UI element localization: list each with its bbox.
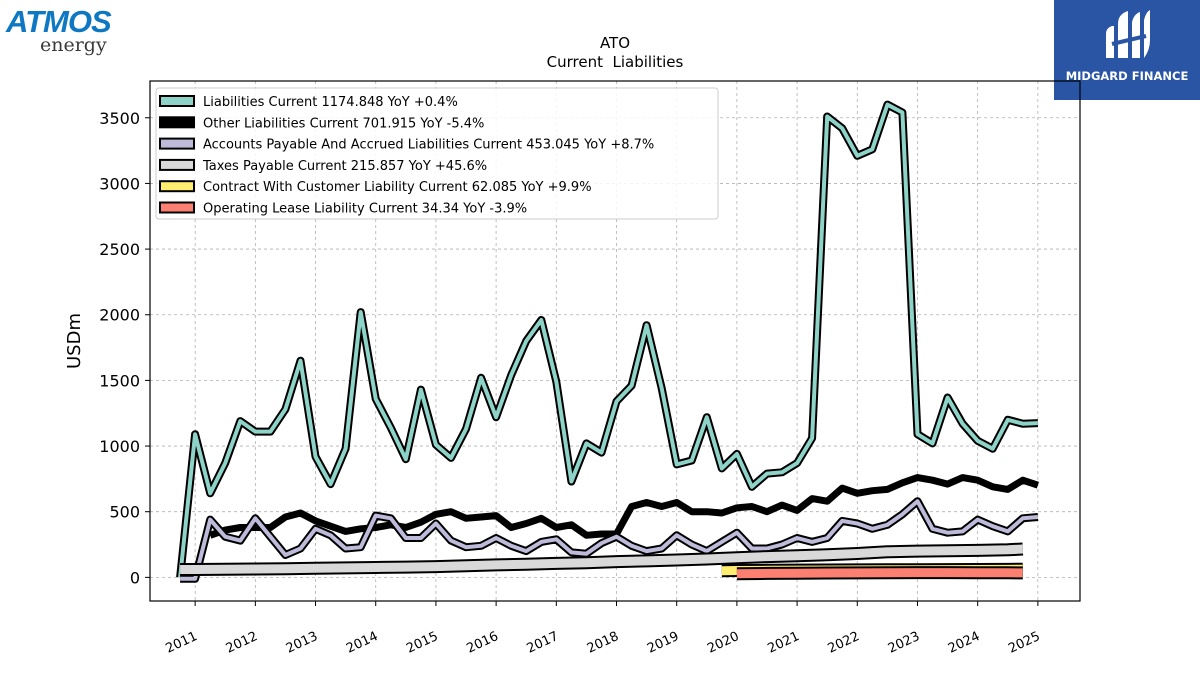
legend-entry: Contract With Customer Liability Current…: [159, 180, 592, 195]
series-line-path: [736, 568, 1023, 579]
y-tick-label: 1000: [99, 437, 140, 456]
legend-swatch: [159, 95, 195, 107]
series-line-outline: [180, 497, 1039, 583]
x-tick-label: 2019: [645, 629, 681, 657]
x-tick-label: 2020: [705, 629, 741, 657]
chart-title: ATO: [600, 34, 630, 52]
series-line: [180, 497, 1039, 583]
y-tick-label: 2000: [99, 306, 140, 325]
y-tick-label: 500: [109, 503, 140, 522]
legend-swatch: [159, 137, 195, 150]
series-line-path: [209, 474, 1040, 539]
legend-entry: Accounts Payable And Accrued Liabilities…: [159, 137, 654, 153]
y-tick-label: 1500: [99, 371, 140, 390]
x-tick-label: 2024: [946, 629, 982, 657]
midgard-finance-logo: MIDGARD FINANCE: [1054, 0, 1200, 100]
legend-swatch: [159, 158, 195, 171]
x-tick-label: 2014: [344, 629, 380, 657]
series-line-outline: [721, 562, 1023, 578]
logo-midgard-text: MIDGARD FINANCE: [1065, 69, 1189, 83]
legend-label: Liabilities Current 1174.848 YoY +0.4%: [203, 95, 458, 110]
grid: [150, 81, 1080, 601]
series-line-path: [721, 564, 1023, 576]
x-axis: 2011 2012 2013 2014 2015 2016 2017 2018 2019 2020…: [164, 601, 1043, 657]
legend-box: [155, 87, 719, 220]
y-tick-label: 0: [130, 568, 140, 587]
atmos-energy-logo: ATMOS energy: [6, 4, 130, 60]
x-tick-label: 2013: [284, 629, 320, 657]
x-tick-label: 2017: [525, 629, 561, 657]
series-lines: [176, 100, 1040, 583]
x-tick-label: 2015: [404, 629, 440, 657]
legend-swatch: [159, 201, 195, 214]
legend-entry: Other Liabilities Current 701.915 YoY -5…: [159, 116, 484, 131]
series-line: [180, 542, 1024, 576]
y-axis: 0 500 1000 1500 2000 2500 3000 3500: [99, 109, 150, 587]
legend-label: Contract With Customer Liability Current…: [203, 180, 592, 195]
legend-label: Other Liabilities Current 701.915 YoY -5…: [203, 116, 484, 131]
midgard-emblem-icon: [1106, 10, 1150, 58]
y-tick-label: 3500: [99, 109, 140, 128]
legend-entry: Liabilities Current 1174.848 YoY +0.4%: [159, 95, 458, 110]
x-tick-label: 2018: [585, 629, 621, 657]
series-line-outline: [736, 566, 1023, 581]
x-tick-label: 2011: [164, 629, 200, 657]
legend: Liabilities Current 1174.848 YoY +0.4% Ot…: [155, 87, 719, 220]
legend-swatch: [159, 116, 195, 129]
series-line-path: [178, 102, 1038, 578]
x-tick-label: 2023: [886, 629, 922, 657]
y-axis-label: USDm: [64, 313, 85, 369]
logo-atmos-text: ATMOS: [6, 4, 112, 39]
legend-label: Accounts Payable And Accrued Liabilities…: [203, 138, 654, 153]
series-line-path: [180, 544, 1024, 574]
series-line: [736, 566, 1023, 581]
series-line: [721, 562, 1023, 578]
series-line-outline: [180, 542, 1024, 576]
plot-frame: [149, 80, 1081, 602]
x-tick-label: 2021: [765, 629, 801, 657]
legend-entry: Operating Lease Liability Current 34.34 …: [159, 201, 527, 217]
y-tick-label: 2500: [99, 240, 140, 259]
logo-energy-text: energy: [40, 34, 107, 56]
series-line-path: [180, 499, 1039, 581]
chart-subtitle: Current Liabilities: [547, 53, 684, 71]
series-line: [209, 474, 1040, 539]
legend-label: Operating Lease Liability Current 34.34 …: [203, 202, 527, 217]
y-tick-label: 3000: [99, 174, 140, 193]
x-tick-label: 2016: [464, 629, 500, 657]
legend-label: Taxes Payable Current 215.857 YoY +45.6%: [202, 159, 487, 174]
legend-swatch: [159, 180, 195, 193]
x-tick-label: 2022: [826, 629, 862, 657]
series-line-outline: [176, 100, 1039, 578]
legend-entry: Taxes Payable Current 215.857 YoY +45.6%: [159, 158, 487, 174]
x-tick-label: 2012: [224, 629, 260, 657]
x-tick-label: 2025: [1006, 629, 1042, 657]
series-line: [176, 100, 1039, 578]
